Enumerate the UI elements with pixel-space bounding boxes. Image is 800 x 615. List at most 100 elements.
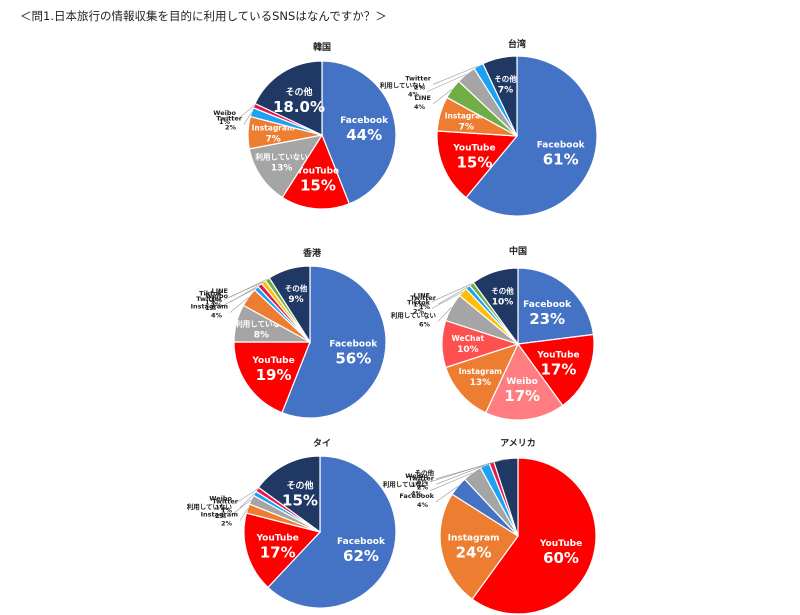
slice-label: その他 [285, 283, 308, 293]
page-title: ＜問1.日本旅行の情報収集を目的に利用しているSNSはなんですか？＞ [20, 9, 387, 23]
leader-line [431, 283, 472, 302]
slice-label: Twitter [405, 74, 432, 82]
pie-slice-facebook [321, 60, 397, 205]
slice-value: 61% [543, 151, 579, 169]
slice-value: 6% [419, 320, 431, 328]
leader-line [432, 65, 479, 85]
slice-value: 1% [411, 481, 423, 489]
slice-value: 1% [219, 118, 231, 126]
slice-value: 44% [346, 126, 382, 144]
slice-value: 15% [300, 177, 336, 195]
slice-value: 4% [211, 312, 223, 320]
chart-title: アメリカ [500, 438, 536, 449]
slice-value: 2% [215, 512, 227, 520]
slice-value: 15% [456, 153, 492, 171]
slice-value: 17% [504, 387, 540, 405]
pie-slice-instagram [439, 493, 519, 600]
slice-label: Twitter [216, 114, 243, 122]
slice-value: 13% [470, 378, 492, 388]
pie-slice-youtube [233, 341, 311, 414]
slice-label: YouTube [251, 356, 294, 366]
slice-label: Weibo [209, 494, 232, 502]
slice-value: 4% [414, 103, 426, 111]
slice-label: YouTube [539, 539, 582, 549]
pie-slice-youtube [436, 130, 519, 199]
slice-label: 利用していない [254, 151, 308, 161]
slice-label: 利用していない [380, 81, 426, 90]
slice-value: 15% [282, 492, 318, 510]
slice-value: 1% [211, 301, 223, 309]
pie-slice-youtube [243, 512, 322, 589]
slice-value: 1% [215, 503, 227, 511]
leader-line [237, 105, 255, 120]
pie-slice-facebook [281, 265, 387, 419]
leader-line [435, 458, 506, 480]
chart-title: 香港 [302, 247, 322, 259]
chart-title: 韓国 [313, 41, 331, 53]
leader-line [229, 284, 260, 303]
leader-line [437, 307, 452, 322]
slice-value: 1% [419, 303, 431, 311]
slice-value: 56% [335, 349, 371, 367]
slice-label: 利用していない [391, 310, 437, 319]
slice-label: Facebook [399, 492, 434, 500]
slice-label: Facebook [537, 141, 586, 151]
slice-value: 7% [498, 85, 513, 95]
pie-slice-facebook [267, 455, 397, 609]
pie-slice- [482, 55, 518, 137]
leader-line [437, 286, 468, 305]
pie-chart-5: タイFacebook62%YouTube17%Instagram2%利用していな… [187, 437, 397, 609]
slice-label: Twitter [408, 474, 435, 482]
slice-label: LINE [414, 292, 430, 300]
slice-value: 23% [529, 310, 565, 328]
pie-slice-facebook [465, 55, 598, 217]
slice-value: 17% [541, 361, 577, 379]
slice-value: 2% [225, 123, 237, 131]
slice-label: Weibo [506, 377, 537, 387]
slice-value: 4% [411, 490, 423, 498]
leader-line [431, 291, 463, 309]
slice-label: Instagram [252, 123, 295, 132]
leader-line [426, 74, 467, 92]
slice-value: 5% [417, 478, 429, 486]
slice-value: 2% [221, 520, 233, 528]
slice-label: WeChat [452, 334, 485, 343]
slice-label: その他 [285, 86, 312, 98]
slice-value: 10% [457, 345, 479, 355]
slice-value: 1% [221, 507, 233, 515]
pie-slice-facebook [517, 267, 595, 345]
pie-slice-youtube [281, 133, 351, 210]
pie-slice- [248, 134, 324, 199]
slice-label: Facebook [340, 116, 389, 126]
slice-label: その他 [491, 285, 514, 295]
leader-line [243, 111, 252, 125]
slice-value: 9% [288, 295, 303, 305]
pie-slice- [268, 265, 311, 345]
leader-line [233, 489, 258, 505]
slice-value: 7% [459, 122, 474, 132]
slice-label: 利用していない [187, 502, 233, 511]
slice-value: 10% [492, 297, 514, 307]
slice-label: Facebook [337, 537, 386, 547]
leader-line [233, 499, 252, 514]
slice-value: 2% [417, 483, 429, 491]
slice-label: Instagram [191, 303, 229, 311]
leader-line [229, 297, 249, 313]
leader-line [239, 508, 248, 521]
pie-slice-weibo [484, 342, 564, 421]
slice-label: Weibo [205, 292, 228, 300]
pie-slice- [254, 60, 323, 136]
pie-slice-youtube [471, 457, 597, 615]
leader-line [435, 465, 485, 485]
slice-label: Twitter [196, 295, 223, 303]
slice-value: 2% [414, 83, 426, 91]
slice-label: YouTube [452, 143, 495, 153]
slice-label: Weibo [213, 109, 236, 117]
slice-value: 7% [266, 134, 281, 144]
slice-label: Tiktok [407, 298, 431, 306]
slice-label: YouTube [255, 533, 298, 543]
pie-chart-4: 中国Facebook23%YouTube17%Weibo17%Instagram… [391, 245, 595, 421]
slice-label: LINE [415, 94, 431, 102]
